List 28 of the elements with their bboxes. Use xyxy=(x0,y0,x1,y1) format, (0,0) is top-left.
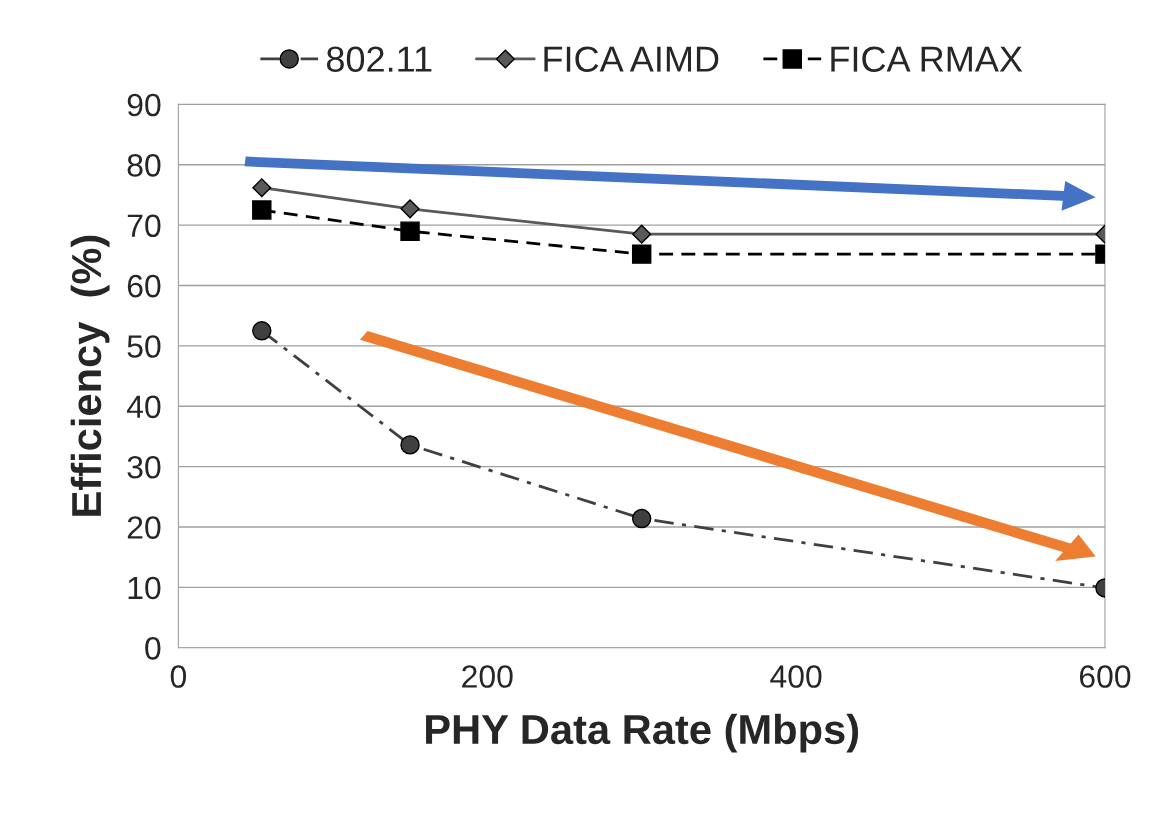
point xyxy=(252,178,272,198)
point xyxy=(631,244,652,264)
point xyxy=(400,435,420,455)
y-tick-label: 0 xyxy=(145,637,161,660)
point xyxy=(252,321,272,341)
point xyxy=(632,224,652,244)
point xyxy=(400,221,420,241)
y-tick-label: 10 xyxy=(128,576,161,600)
legend-label: FICA RMAX xyxy=(831,46,1023,72)
y-tick-label: 30 xyxy=(127,455,161,479)
x-tick-label: 0 xyxy=(170,665,187,688)
y-tick-label: 20 xyxy=(127,516,161,539)
point xyxy=(631,508,652,529)
x-axis-title: PHY Data Rate (Mbps) xyxy=(426,713,859,753)
point xyxy=(252,200,272,220)
y-tick-label: 90 xyxy=(127,93,161,117)
x-tick-label: 600 xyxy=(1079,665,1131,688)
y-axis-title: Efficiency (%) xyxy=(70,235,110,516)
y-tick-label: 80 xyxy=(127,154,161,177)
y-tick-label: 70 xyxy=(127,214,161,238)
legend-label: FICA AIMD xyxy=(544,46,719,72)
y-tick-label: 50 xyxy=(127,335,161,358)
y-tick-label: 60 xyxy=(127,274,161,298)
legend-label: 802.11 xyxy=(326,46,432,72)
x-tick-label: 200 xyxy=(462,665,513,688)
x-tick-label: 400 xyxy=(770,665,822,688)
y-tick-label: 40 xyxy=(126,395,161,419)
point xyxy=(400,199,420,219)
